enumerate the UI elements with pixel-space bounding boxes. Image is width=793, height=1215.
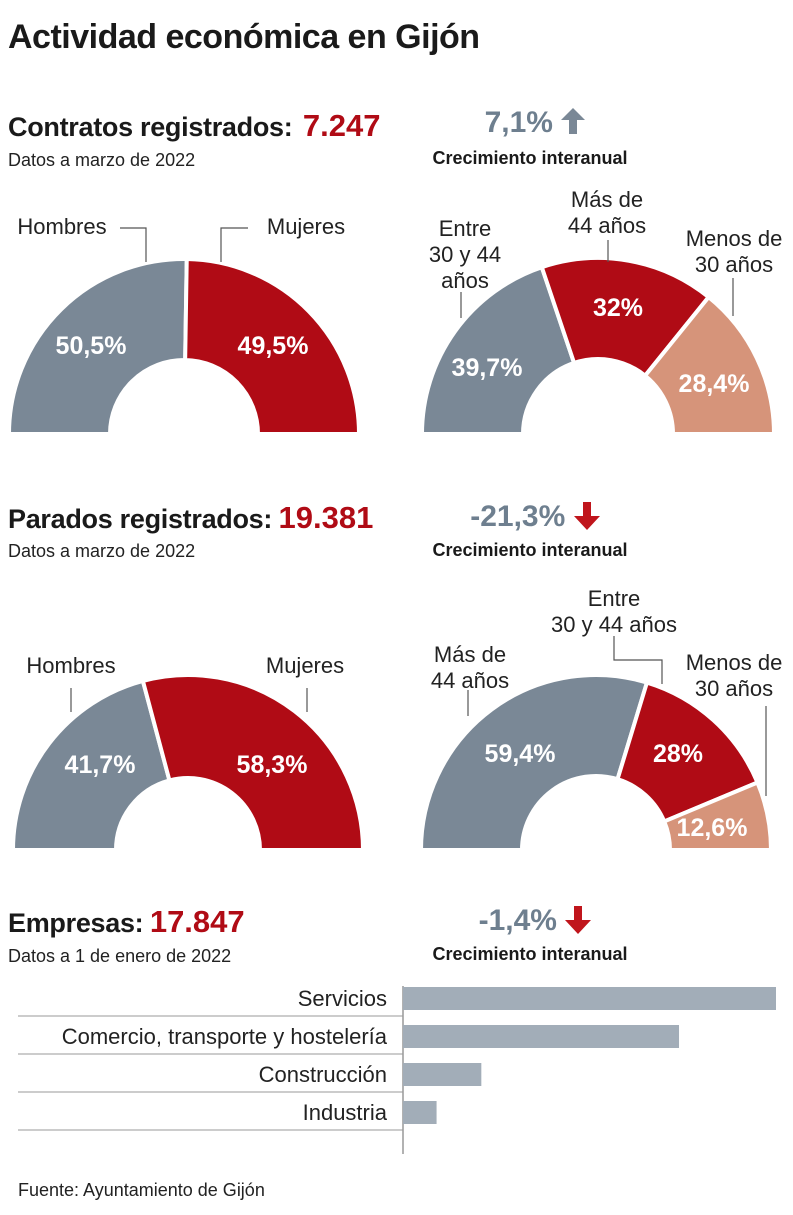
chart2-slice-0 [419,264,577,436]
empresas-date: Datos a 1 de enero de 2022 [8,946,232,966]
chart2-category-label-1: Más de 44 años [568,187,646,238]
parados-growth-label: Crecimiento interanual [432,540,628,560]
chart1-leader-0 [120,227,147,262]
contratos-growth-label: Crecimiento interanual [432,148,628,168]
source-note: Fuente: Ayuntamiento de Gijón [18,1180,265,1200]
chart1-slice-0 [6,257,189,436]
empresas-growth: -1,4% [430,904,640,938]
empresas-value: 17.847 [149,904,245,939]
parados-value: 19.381 [278,500,374,535]
empresas-growth-value: -1,4% [478,904,557,937]
chart4-value-label-0: 59,4% [485,740,556,768]
chart4-leader-1 [613,636,663,684]
empresas-title: Empresas: [8,908,144,938]
chart4-category-label-2: Menos de 30 años [686,650,783,701]
chart3-slice-1 [140,673,366,852]
chart2-value-label-0: 39,7% [452,354,523,382]
chart4-value-label-1: 28% [653,740,703,768]
chart2-value-label-1: 32% [593,294,643,322]
bar-2 [403,1063,482,1086]
chart2-value-label-2: 28,4% [679,370,750,398]
chart2-category-label-2: Menos de 30 años [686,226,783,277]
arrow-down-icon [573,502,600,530]
chart1-category-label-1: Mujeres [267,214,345,239]
chart3-category-label-0: Hombres [26,653,115,678]
chart3-value-label-0: 41,7% [65,751,136,779]
bar-1 [403,1025,680,1048]
parados-growth-value: -21,3% [470,500,566,533]
contratos-value: 7.247 [302,108,381,143]
contratos-title: Contratos registrados: [8,112,293,142]
bar-label-3: Industria [303,1100,388,1125]
chart4-category-label-0: Más de 44 años [431,642,509,693]
chart1-slice-1 [183,256,362,436]
chart1-category-label-0: Hombres [17,214,106,239]
chart4-value-label-2: 12,6% [677,814,748,842]
empresas-heading: Empresas: 17.847 [8,904,245,940]
contratos-growth-value: 7,1% [484,106,553,139]
contratos-heading: Contratos registrados: 7.247 [8,108,380,144]
chart4-slice-0 [418,673,650,852]
parados-date: Datos a marzo de 2022 [8,541,196,561]
contratos-date: Datos a marzo de 2022 [8,150,196,170]
arrow-up-icon [561,108,586,134]
chart2-slice-2 [642,294,777,436]
chart3-category-label-1: Mujeres [266,653,344,678]
empresas-growth-label: Crecimiento interanual [432,944,628,964]
bar-3 [403,1101,437,1124]
parados-heading: Parados registrados: 19.381 [8,500,373,536]
chart4-category-label-1: Entre 30 y 44 años [551,586,677,637]
chart3-value-label-1: 58,3% [237,751,308,779]
arrow-down-icon [565,906,592,934]
chart1-leader-1 [220,227,248,262]
page-title: Actividad económica en Gijón [8,18,480,56]
parados-title: Parados registrados: [8,504,273,534]
contratos-growth: 7,1% [430,106,640,140]
chart3-slice-0 [10,678,172,852]
bar-label-0: Servicios [298,986,387,1011]
bar-0 [403,987,776,1010]
chart2-category-label-0: Entre 30 y 44 años [429,216,501,293]
chart1-value-label-1: 49,5% [238,332,309,360]
parados-growth: -21,3% [430,500,640,534]
bar-label-2: Construcción [259,1062,387,1087]
bar-label-1: Comercio, transporte y hostelería [62,1024,388,1049]
chart4-slice-2 [661,779,774,852]
chart1-value-label-0: 50,5% [56,332,127,360]
